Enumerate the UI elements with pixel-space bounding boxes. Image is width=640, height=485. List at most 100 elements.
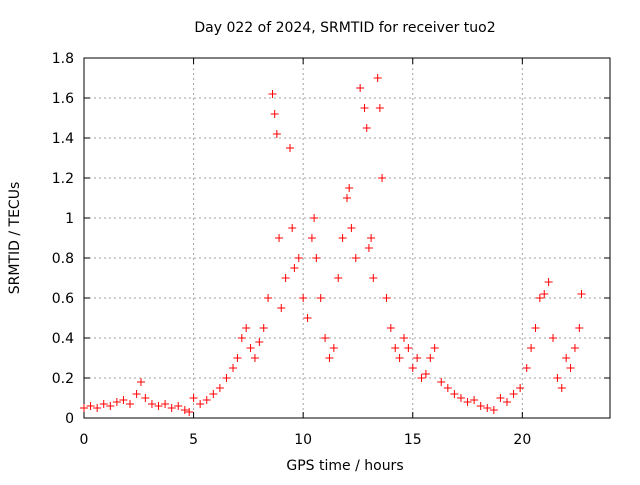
data-point [180, 406, 189, 414]
data-point [136, 378, 145, 386]
data-point [364, 244, 373, 252]
data-point [154, 402, 163, 410]
data-point [246, 344, 255, 352]
data-point [516, 384, 525, 392]
data-point [119, 396, 128, 404]
x-tick-label: 0 [80, 432, 89, 448]
data-point [566, 364, 575, 372]
y-tick-label: 0.8 [52, 251, 74, 267]
data-point [382, 294, 391, 302]
data-point [544, 278, 553, 286]
data-point [189, 394, 198, 402]
data-point [270, 110, 279, 118]
data-point [202, 396, 211, 404]
data-point [430, 344, 439, 352]
data-point [386, 324, 395, 332]
data-point [562, 354, 571, 362]
data-point [132, 390, 141, 398]
data-point [443, 384, 452, 392]
data-point [557, 384, 566, 392]
data-point [527, 344, 536, 352]
data-point [489, 406, 498, 414]
data-point [264, 294, 273, 302]
x-tick-label: 10 [294, 432, 312, 448]
data-point [250, 354, 259, 362]
data-point [86, 402, 95, 410]
data-point [417, 374, 426, 382]
data-point [351, 254, 360, 262]
data-point [209, 390, 218, 398]
data-point [421, 370, 430, 378]
data-point [570, 344, 579, 352]
data-point [141, 394, 150, 402]
y-tick-label: 0.6 [52, 291, 74, 307]
data-point [360, 104, 369, 112]
data-point [222, 374, 231, 382]
data-point [259, 324, 268, 332]
data-point [290, 264, 299, 272]
data-point [395, 354, 404, 362]
y-axis-label: SRMTID / TECUs [7, 182, 23, 295]
data-point [316, 294, 325, 302]
data-point [93, 404, 102, 412]
data-point [106, 402, 115, 410]
data-point [502, 398, 511, 406]
data-point [174, 402, 183, 410]
x-axis-label: GPS time / hours [286, 458, 403, 474]
data-point [321, 334, 330, 342]
data-point [470, 396, 479, 404]
data-point [456, 394, 465, 402]
data-point [391, 344, 400, 352]
data-point [281, 274, 290, 282]
x-tick-label: 5 [189, 432, 198, 448]
data-point [312, 254, 321, 262]
data-point [255, 338, 264, 346]
data-point [345, 184, 354, 192]
y-tick-label: 1.8 [52, 51, 74, 67]
grid [84, 58, 610, 418]
data-point [367, 234, 376, 242]
data-point [167, 404, 176, 412]
data-point [185, 408, 194, 416]
data-point [531, 324, 540, 332]
data-point [378, 174, 387, 182]
data-point [496, 394, 505, 402]
data-point [553, 374, 562, 382]
data-point [426, 354, 435, 362]
data-point [325, 354, 334, 362]
data-point [310, 214, 319, 222]
plot-frame [83, 57, 611, 419]
data-point [463, 398, 472, 406]
data-point [369, 274, 378, 282]
x-tick-label: 20 [513, 432, 531, 448]
data-point [404, 344, 413, 352]
axis-ticks: 0 0.2 0.4 0.6 0.8 1 1.2 1.4 1.6 1.8 0 5 10 15 20 [52, 51, 610, 448]
data-point [522, 364, 531, 372]
data-point [535, 294, 544, 302]
data-point [229, 364, 238, 372]
y-tick-label: 1 [65, 211, 74, 227]
data-point [237, 334, 246, 342]
data-point [275, 234, 284, 242]
y-tick-label: 1.2 [52, 171, 74, 187]
data-point [362, 124, 371, 132]
data-point [413, 354, 422, 362]
data-point [450, 390, 459, 398]
data-point [215, 384, 224, 392]
data-point [577, 290, 586, 298]
data-point [286, 144, 295, 152]
data-point [161, 400, 170, 408]
data-point [112, 398, 121, 406]
data-point [288, 224, 297, 232]
data-point [126, 400, 135, 408]
data-point [277, 304, 286, 312]
data-point [147, 400, 156, 408]
data-point [233, 354, 242, 362]
data-point [476, 402, 485, 410]
data-point [338, 234, 347, 242]
y-tick-label: 0.4 [52, 331, 74, 347]
data-point [375, 104, 384, 112]
data-point [399, 334, 408, 342]
